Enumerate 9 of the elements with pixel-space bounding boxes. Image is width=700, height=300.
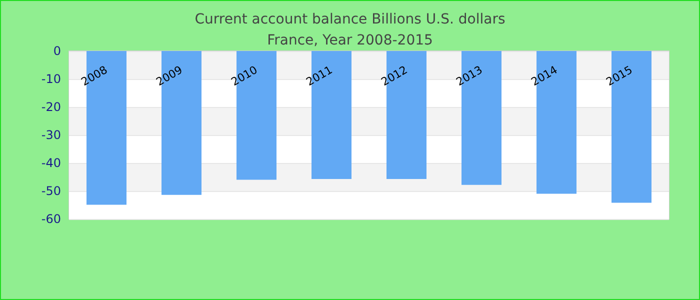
y-tick-label: 0 <box>53 44 61 58</box>
y-tick-label: -10 <box>41 72 61 86</box>
y-tick-label: -60 <box>41 212 61 226</box>
chart-subtitle: France, Year 2008-2015 <box>267 32 433 48</box>
y-tick-label: -40 <box>41 156 61 170</box>
y-tick-label: -20 <box>41 100 61 114</box>
chart-title: Current account balance Billions U.S. dollars <box>194 12 506 28</box>
y-tick-label: -50 <box>41 184 61 198</box>
y-tick-label: -30 <box>41 128 61 142</box>
